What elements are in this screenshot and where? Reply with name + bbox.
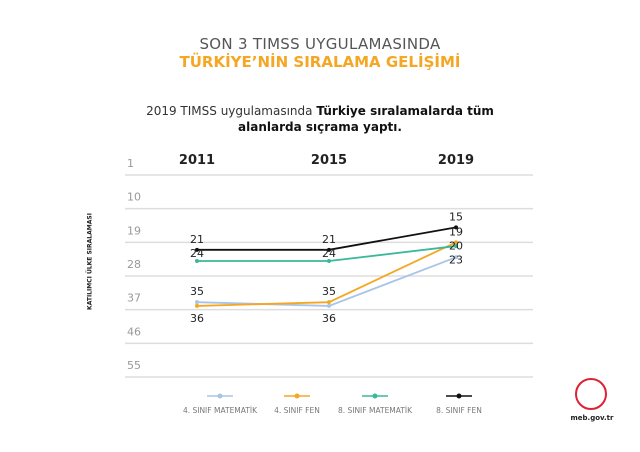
data-point — [327, 247, 331, 252]
data-point — [454, 240, 458, 245]
data-point — [454, 225, 458, 230]
data-point — [327, 259, 331, 264]
data-label: 24 — [190, 247, 204, 260]
data-label: 21 — [190, 233, 204, 246]
title-line-2: TÜRKİYE’NİN SIRALAMA GELİŞİMİ — [179, 53, 461, 71]
data-label: 36 — [322, 312, 336, 325]
data-point — [195, 247, 199, 252]
data-label: 15 — [449, 210, 463, 223]
legend-label: 4. SINIF MATEMATİK — [183, 406, 258, 415]
legend-label: 8. SINIF FEN — [436, 406, 482, 415]
data-label: 19 — [449, 225, 463, 238]
series-line — [196, 256, 457, 307]
data-point — [195, 259, 199, 264]
x-tick-label: 2019 — [438, 153, 474, 168]
y-tick-label: 28 — [127, 258, 141, 271]
legend-marker — [372, 393, 378, 399]
legend-label: 4. SINIF FEN — [274, 406, 320, 415]
legend-marker — [217, 393, 223, 399]
y-tick-label: 46 — [127, 325, 141, 338]
data-label: 24 — [322, 247, 336, 260]
subtitle-bold: Türkiye sıralamalarda tüm alanlarda sıçr… — [238, 104, 494, 134]
y-tick-label: 37 — [127, 292, 141, 305]
data-label: 35 — [190, 285, 204, 298]
data-point — [454, 255, 458, 260]
title-line-1: SON 3 TIMSS UYGULAMASINDA — [199, 35, 441, 53]
y-tick-label: 55 — [127, 359, 141, 372]
data-label: 20 — [449, 239, 463, 252]
data-point — [195, 303, 199, 308]
data-label: 36 — [190, 312, 204, 325]
x-tick-label: 2011 — [179, 153, 215, 168]
data-point — [454, 244, 458, 249]
subtitle: 2019 TIMSS uygulamasında Türkiye sıralam… — [120, 103, 520, 135]
logo-text: meb.gov.tr — [570, 414, 614, 422]
legend-label: 8. SINIF MATEMATİK — [338, 406, 413, 415]
data-label: 23 — [449, 253, 463, 266]
data-label: 35 — [322, 285, 336, 298]
legend-marker — [456, 393, 462, 399]
data-point — [327, 303, 331, 308]
subtitle-normal: 2019 TIMSS uygulamasında — [146, 104, 317, 118]
data-point — [195, 300, 199, 305]
legend-marker — [294, 393, 300, 399]
y-tick-label: 1 — [127, 157, 134, 170]
data-point — [327, 300, 331, 305]
meb-logo — [575, 378, 607, 410]
y-tick-label: 19 — [127, 224, 141, 237]
y-tick-label: 10 — [127, 191, 141, 204]
data-label: 21 — [322, 233, 336, 246]
x-tick-label: 2015 — [311, 153, 347, 168]
